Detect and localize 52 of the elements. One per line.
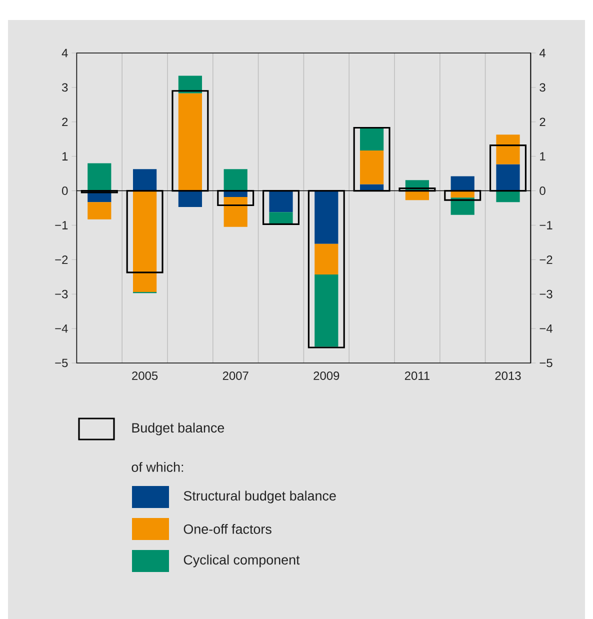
x-tick-label: 2005 bbox=[132, 371, 158, 380]
y2-tick-label: −5 bbox=[540, 358, 552, 368]
y2-tick-label: −3 bbox=[540, 290, 552, 298]
bar bbox=[405, 190, 430, 200]
y2-tick-label: 2 bbox=[540, 118, 546, 126]
y2-tick-label: 1 bbox=[540, 152, 546, 160]
bar bbox=[450, 198, 474, 215]
legend-label: One-off factors bbox=[184, 524, 272, 534]
bar bbox=[224, 169, 248, 191]
legend-label: Budget balance bbox=[132, 422, 224, 436]
bar bbox=[496, 164, 520, 191]
bar bbox=[450, 176, 474, 191]
bar bbox=[178, 76, 202, 94]
y-tick-label: 4 bbox=[62, 48, 68, 58]
bar bbox=[360, 128, 384, 150]
bar bbox=[314, 244, 338, 274]
legend-label: Cyclical component bbox=[184, 554, 300, 568]
y2-tick-label: 3 bbox=[540, 83, 546, 92]
y2-tick-label: −4 bbox=[540, 324, 552, 333]
bar bbox=[178, 93, 202, 191]
bar bbox=[269, 190, 293, 212]
bar bbox=[496, 134, 520, 164]
y2-tick-label: 4 bbox=[539, 48, 546, 58]
bar bbox=[224, 196, 248, 227]
y-tick-label: −4 bbox=[55, 324, 68, 333]
y-tick-label: −3 bbox=[55, 290, 68, 298]
y-tick-label: −5 bbox=[55, 358, 68, 368]
bar bbox=[269, 212, 293, 224]
x-tick-label: 2007 bbox=[222, 371, 248, 380]
bar bbox=[88, 163, 112, 191]
bar bbox=[132, 169, 157, 191]
bar bbox=[178, 190, 202, 207]
y-tick-label: −2 bbox=[55, 255, 68, 264]
bar bbox=[314, 274, 338, 347]
bar bbox=[132, 190, 157, 292]
x-tick-label: 2011 bbox=[404, 371, 430, 380]
y2-tick-label: −2 bbox=[540, 255, 552, 264]
bar bbox=[314, 190, 338, 244]
y-tick-label: 0 bbox=[62, 186, 68, 195]
y-tick-label: −1 bbox=[55, 221, 68, 230]
y-tick-label: 3 bbox=[62, 83, 68, 92]
bar bbox=[496, 190, 520, 202]
y2-tick-label: 0 bbox=[540, 186, 546, 195]
x-tick-label: 2009 bbox=[314, 371, 340, 380]
text: of which: bbox=[132, 462, 184, 472]
legend-label: Structural budget balance bbox=[184, 490, 336, 504]
y-tick-label: 2 bbox=[62, 118, 68, 126]
y2-tick-label: −1 bbox=[540, 221, 552, 230]
bar bbox=[360, 150, 384, 184]
x-tick-label: 2013 bbox=[495, 371, 521, 380]
y-tick-label: 1 bbox=[62, 152, 68, 160]
bar bbox=[88, 202, 112, 220]
